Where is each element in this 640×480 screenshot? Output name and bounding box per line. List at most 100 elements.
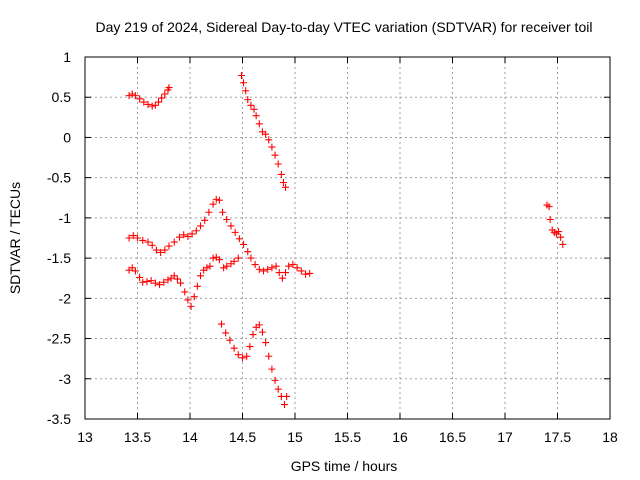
data-point [201,216,209,224]
y-tick-label: 0.5 [52,89,72,105]
data-point [209,200,217,208]
data-point [156,281,164,289]
data-point [278,274,286,282]
data-point [140,98,148,106]
data-point [176,233,183,241]
data-point [157,248,165,256]
data-point [125,234,133,242]
data-point [244,248,252,256]
data-point [249,331,257,339]
data-point [258,328,266,336]
data-point [160,278,168,286]
data-point [244,96,252,104]
data-point [282,269,290,277]
data-point [252,112,260,120]
data-point [223,215,231,223]
data-point [250,105,258,113]
data-point [293,264,301,272]
data-point [282,183,290,191]
data-point [152,246,160,254]
y-tick-label: 1 [63,49,71,65]
data-point [272,262,280,270]
data-point [209,254,217,262]
data-point [557,233,565,241]
y-tick-label: -1 [59,210,72,226]
data-point [143,277,151,285]
data-point [274,160,282,168]
data-point [226,336,234,344]
data-point [170,272,178,280]
data-point [268,143,276,151]
data-point [188,230,196,238]
y-tick-label: -3 [59,371,72,387]
data-point [545,203,553,211]
data-point [218,320,225,328]
data-point [192,227,200,235]
data-point [262,130,270,138]
data-point [136,95,144,103]
x-tick-label: 17.5 [544,429,571,445]
data-point [161,90,169,98]
data-point [265,136,273,144]
data-point [139,278,147,286]
data-point [227,222,235,230]
data-point [128,264,136,272]
data-point [173,275,181,283]
data-point [302,270,309,278]
series-track-c [125,195,314,282]
data-point [184,296,192,304]
tick-labels: 13 13.5 14 14.5 15 15.5 16 16.5 17 17.5 18 1 0.5 0 -0.… [47,49,618,445]
axis-ticks [84,56,611,420]
series-track-b [237,72,290,191]
data-point [275,269,283,277]
data-point [234,254,242,262]
data-point [203,264,211,272]
data-point [151,279,159,287]
series-track-d [125,253,242,310]
data-point [165,242,173,250]
x-tick-label: 15.5 [334,429,361,445]
data-point [279,178,287,186]
data-point [255,120,263,128]
data-point [177,279,185,287]
x-tick-label: 13.5 [124,429,151,445]
data-point [283,392,291,400]
data-point [230,344,238,352]
y-tick-label: 0 [63,129,71,145]
data-point [212,195,220,203]
data-point [131,267,139,275]
x-tick-label: 14.5 [229,429,256,445]
data-point [281,401,288,409]
data-point [184,232,192,240]
data-point [262,339,270,347]
x-tick-label: 16 [392,429,408,445]
data-point [274,385,282,393]
data-point [155,98,162,106]
data-point [555,228,563,236]
y-axis-label: SDTVAR / TECUs [7,182,23,294]
data-point [158,94,166,102]
data-point [230,257,238,265]
data-point [128,90,136,98]
data-point [239,354,246,362]
data-point [260,267,267,275]
data-point [220,264,228,272]
data-point [268,264,276,272]
x-tick-label: 18 [602,429,618,445]
data-point [223,262,231,270]
data-point [247,254,255,262]
data-point [144,100,152,108]
series-track-e [218,320,291,409]
data-point [164,276,172,284]
x-tick-label: 13 [77,429,93,445]
x-tick-label: 16.5 [439,429,466,445]
data-point [206,262,214,270]
data-point [264,265,272,273]
data-point [187,302,195,310]
data-point [165,84,173,92]
data-point [235,235,243,243]
x-axis-label: GPS time / hours [291,458,398,474]
data-point [240,240,248,248]
data-point [190,293,198,301]
data-point [222,329,230,337]
